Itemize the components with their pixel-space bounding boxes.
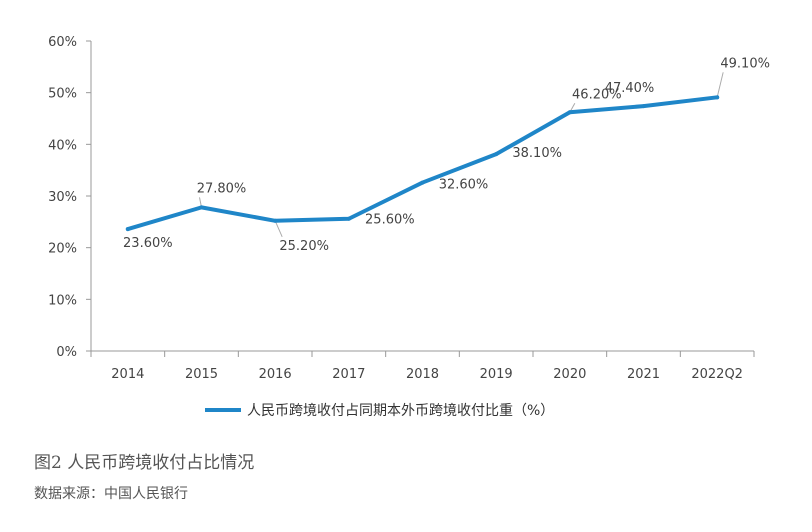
data-point — [715, 95, 720, 100]
x-tick-label: 2014 — [111, 367, 144, 382]
x-tick-label: 2017 — [332, 367, 365, 382]
x-tick-label: 2019 — [480, 367, 513, 382]
data-point — [420, 180, 425, 185]
data-label: 27.80% — [197, 181, 247, 196]
y-tick-label: 40% — [48, 138, 77, 153]
series-group — [125, 95, 720, 232]
x-tick-label: 2020 — [553, 367, 586, 382]
legend: 人民币跨境收付占同期本外币跨境收付比重（%） — [205, 403, 554, 419]
data-label: 47.40% — [605, 81, 655, 96]
x-tick-label: 2015 — [185, 367, 218, 382]
y-tick-label: 10% — [48, 293, 77, 308]
data-point — [641, 104, 646, 109]
leader-lines — [199, 72, 724, 238]
label-leader-line — [716, 72, 724, 98]
y-tick-label: 60% — [48, 35, 77, 50]
data-label: 38.10% — [512, 146, 562, 161]
data-label: 25.20% — [279, 239, 329, 254]
x-tick-label: 2018 — [406, 367, 439, 382]
label-leader-line — [274, 220, 283, 238]
data-label: 49.10% — [720, 56, 770, 71]
data-label: 23.60% — [123, 236, 173, 251]
x-tick-label: 2021 — [627, 367, 660, 382]
data-point — [346, 216, 351, 221]
series-line — [125, 95, 720, 232]
y-tick-label: 50% — [48, 87, 77, 102]
data-point — [567, 110, 572, 115]
data-point — [494, 152, 499, 157]
data-label: 32.60% — [439, 178, 489, 193]
data-point — [125, 227, 130, 232]
legend-entry: 人民币跨境收付占同期本外币跨境收付比重（%） — [247, 403, 554, 419]
data-label: 46.20% — [572, 87, 622, 102]
data-source: 数据来源：中国人民银行 — [34, 486, 188, 502]
y-tick-label: 20% — [48, 242, 77, 257]
y-tick-label: 30% — [48, 190, 77, 205]
data-point — [199, 205, 204, 210]
data-labels: 23.60% 27.80% 25.20% 25.60% 32.60% 38.10% 46.2… — [123, 56, 770, 253]
line-chart: 0%10%20%30%40%50%60% 2014 2015 2016 2017 201… — [48, 35, 770, 419]
x-axis: 2014 2015 2016 2017 2018 2019 2020 2021 2022Q2 — [90, 350, 755, 382]
y-tick-label: 0% — [56, 345, 77, 360]
x-tick-label: 2016 — [259, 367, 292, 382]
x-tick-label: 2022Q2 — [691, 367, 743, 382]
data-point — [273, 218, 278, 223]
y-axis: 0% 10% 20% 30% 40% 50% 60% — [48, 35, 92, 360]
data-label: 25.60% — [365, 213, 415, 228]
figure-caption: 图2 人民币跨境收付占比情况 — [34, 453, 255, 473]
